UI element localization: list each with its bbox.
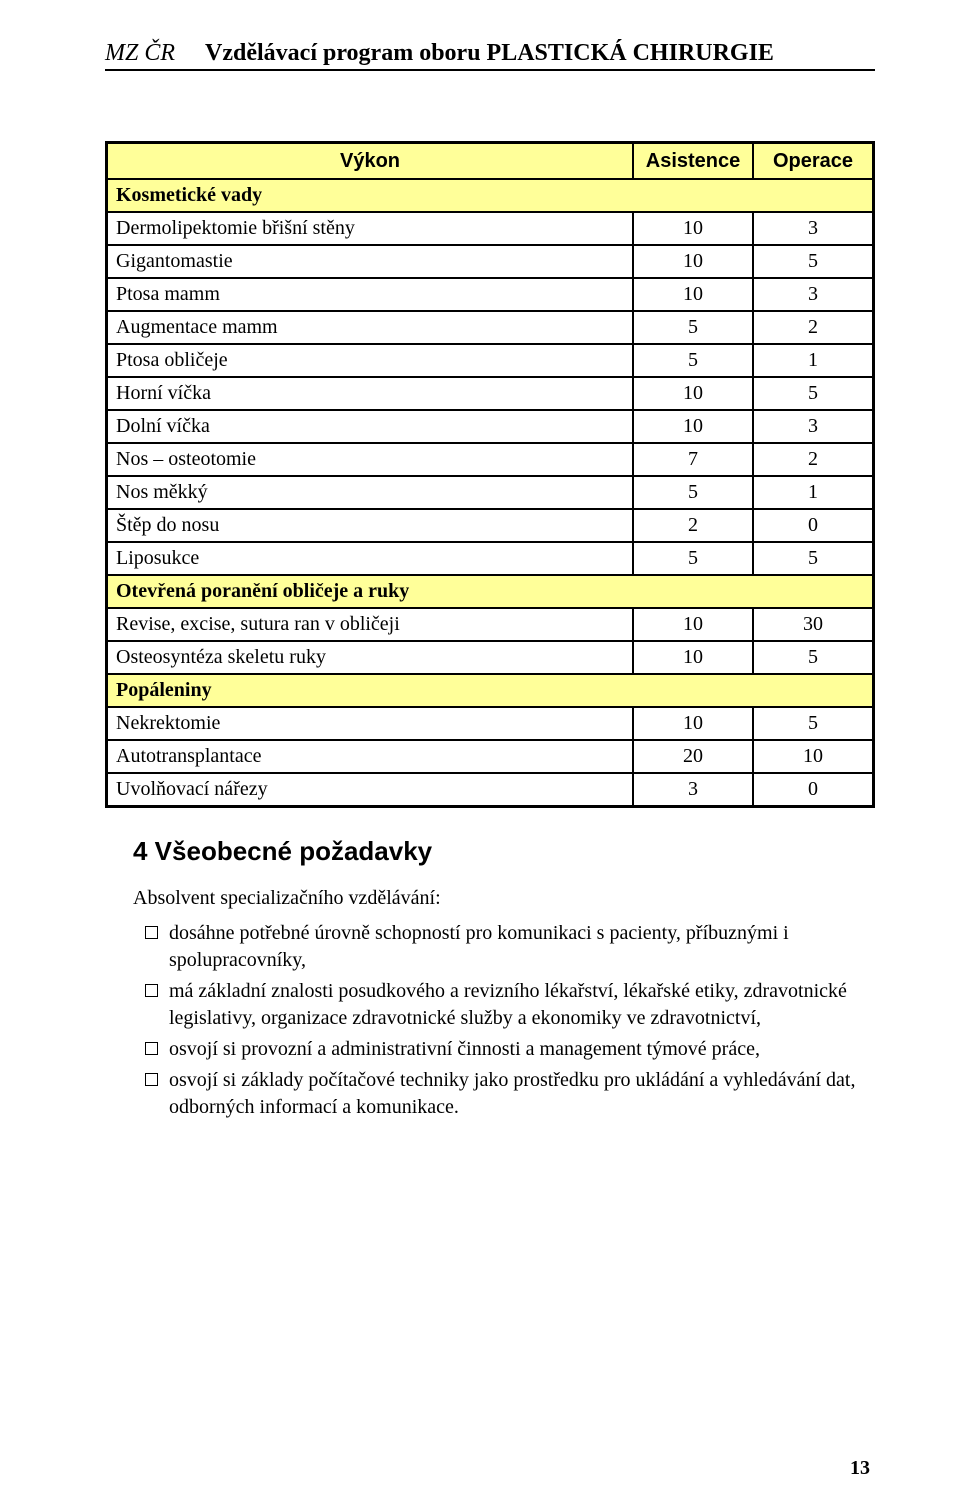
bullet-item: osvojí si provozní a administrativní čin… — [133, 1036, 875, 1063]
label-cell: Štěp do nosu — [107, 509, 633, 542]
table-row: Ptosa mamm103 — [107, 278, 873, 311]
operace-cell: 5 — [753, 641, 873, 674]
operace-cell: 5 — [753, 245, 873, 278]
header-left: MZ ČR — [105, 40, 205, 67]
table-row: Augmentace mamm52 — [107, 311, 873, 344]
table-header-row: Výkon Asistence Operace — [107, 143, 873, 179]
header-right: Vzdělávací program oboru PLASTICKÁ CHIRU… — [205, 40, 875, 67]
asistence-cell: 10 — [633, 410, 753, 443]
asistence-cell: 10 — [633, 278, 753, 311]
operace-cell: 3 — [753, 410, 873, 443]
table-row: Nos měkký51 — [107, 476, 873, 509]
asistence-cell: 20 — [633, 740, 753, 773]
label-cell: Augmentace mamm — [107, 311, 633, 344]
table-row: Dolní víčka103 — [107, 410, 873, 443]
asistence-cell: 10 — [633, 641, 753, 674]
bullet-item: má základní znalosti posudkového a reviz… — [133, 978, 875, 1032]
table-row: Liposukce55 — [107, 542, 873, 575]
label-cell: Uvolňovací nářezy — [107, 773, 633, 806]
table-row: Gigantomastie105 — [107, 245, 873, 278]
operace-cell: 0 — [753, 773, 873, 806]
operace-cell: 1 — [753, 344, 873, 377]
label-cell: Liposukce — [107, 542, 633, 575]
table-row: Kosmetické vady — [107, 179, 873, 212]
operace-cell: 2 — [753, 443, 873, 476]
page-header: MZ ČR Vzdělávací program oboru PLASTICKÁ… — [105, 40, 875, 71]
operace-cell: 5 — [753, 377, 873, 410]
section-cell: Kosmetické vady — [107, 179, 873, 212]
asistence-cell: 5 — [633, 476, 753, 509]
table-row: Dermolipektomie břišní stěny103 — [107, 212, 873, 245]
operace-cell: 3 — [753, 212, 873, 245]
table-row: Otevřená poranění obličeje a ruky — [107, 575, 873, 608]
bullet-item: osvojí si základy počítačové techniky ja… — [133, 1067, 875, 1121]
asistence-cell: 10 — [633, 707, 753, 740]
asistence-cell: 5 — [633, 344, 753, 377]
asistence-cell: 10 — [633, 608, 753, 641]
asistence-cell: 5 — [633, 542, 753, 575]
operace-cell: 1 — [753, 476, 873, 509]
asistence-cell: 10 — [633, 377, 753, 410]
operace-cell: 30 — [753, 608, 873, 641]
table-row: Nekrektomie105 — [107, 707, 873, 740]
operace-cell: 0 — [753, 509, 873, 542]
table-row: Uvolňovací nářezy30 — [107, 773, 873, 806]
bullet-item: dosáhne potřebné úrovně schopností pro k… — [133, 920, 875, 974]
asistence-cell: 2 — [633, 509, 753, 542]
asistence-cell: 7 — [633, 443, 753, 476]
label-cell: Gigantomastie — [107, 245, 633, 278]
label-cell: Revise, excise, sutura ran v obličeji — [107, 608, 633, 641]
label-cell: Nos měkký — [107, 476, 633, 509]
label-cell: Dolní víčka — [107, 410, 633, 443]
procedures-table: Výkon Asistence Operace Kosmetické vadyD… — [105, 141, 875, 808]
section-cell: Otevřená poranění obličeje a ruky — [107, 575, 873, 608]
section-heading: 4 Všeobecné požadavky — [133, 836, 875, 867]
asistence-cell: 3 — [633, 773, 753, 806]
table-row: Nos – osteotomie72 — [107, 443, 873, 476]
label-cell: Dermolipektomie břišní stěny — [107, 212, 633, 245]
section-intro: Absolvent specializačního vzdělávání: — [133, 885, 875, 912]
table-row: Popáleniny — [107, 674, 873, 707]
col-header-vykon: Výkon — [107, 143, 633, 179]
label-cell: Osteosyntéza skeletu ruky — [107, 641, 633, 674]
table-row: Ptosa obličeje51 — [107, 344, 873, 377]
table-row: Horní víčka105 — [107, 377, 873, 410]
bullet-list: dosáhne potřebné úrovně schopností pro k… — [133, 920, 875, 1121]
col-header-operace: Operace — [753, 143, 873, 179]
label-cell: Autotransplantace — [107, 740, 633, 773]
table-row: Štěp do nosu20 — [107, 509, 873, 542]
label-cell: Nekrektomie — [107, 707, 633, 740]
asistence-cell: 5 — [633, 311, 753, 344]
label-cell: Nos – osteotomie — [107, 443, 633, 476]
table-row: Osteosyntéza skeletu ruky105 — [107, 641, 873, 674]
asistence-cell: 10 — [633, 212, 753, 245]
asistence-cell: 10 — [633, 245, 753, 278]
operace-cell: 5 — [753, 707, 873, 740]
section-cell: Popáleniny — [107, 674, 873, 707]
operace-cell: 3 — [753, 278, 873, 311]
col-header-asistence: Asistence — [633, 143, 753, 179]
table-row: Revise, excise, sutura ran v obličeji103… — [107, 608, 873, 641]
label-cell: Ptosa obličeje — [107, 344, 633, 377]
label-cell: Horní víčka — [107, 377, 633, 410]
table-row: Autotransplantace2010 — [107, 740, 873, 773]
operace-cell: 5 — [753, 542, 873, 575]
operace-cell: 10 — [753, 740, 873, 773]
operace-cell: 2 — [753, 311, 873, 344]
page: MZ ČR Vzdělávací program oboru PLASTICKÁ… — [0, 0, 960, 1510]
page-number: 13 — [850, 1457, 870, 1480]
label-cell: Ptosa mamm — [107, 278, 633, 311]
